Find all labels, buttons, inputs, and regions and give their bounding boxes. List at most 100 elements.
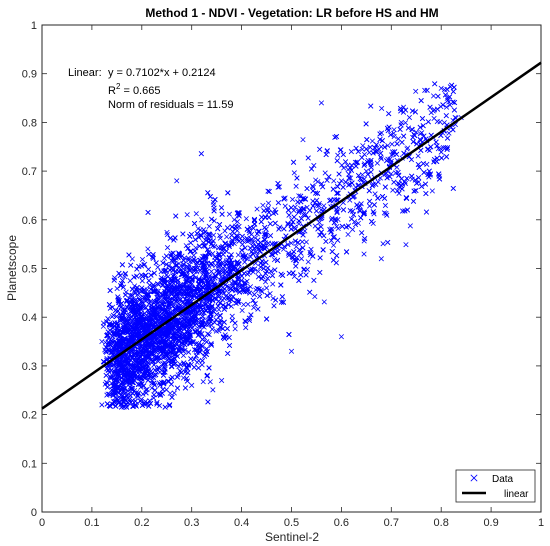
data-point (239, 307, 245, 314)
data-point (429, 188, 435, 194)
data-point (216, 328, 222, 334)
data-point (226, 254, 232, 260)
data-point (361, 151, 368, 157)
data-point (282, 203, 288, 209)
data-point (313, 177, 319, 183)
data-point (341, 165, 347, 171)
data-point (415, 153, 421, 159)
data-point (229, 313, 235, 319)
data-point (164, 229, 170, 236)
data-point (255, 268, 261, 275)
data-point (171, 272, 178, 278)
data-point (361, 251, 367, 257)
data-point (408, 157, 415, 163)
data-point (331, 178, 337, 184)
data-point (368, 169, 374, 175)
data-point (243, 325, 249, 331)
data-point (183, 243, 189, 249)
data-point (210, 387, 216, 393)
data-point (422, 87, 428, 93)
data-point (208, 268, 214, 275)
data-point (254, 206, 260, 212)
data-point (316, 219, 323, 226)
data-point (391, 133, 397, 140)
data-point (270, 281, 276, 287)
data-point (276, 184, 282, 190)
data-point (270, 295, 276, 301)
data-point (206, 223, 212, 229)
data-point (406, 114, 412, 121)
data-point (430, 93, 437, 99)
data-point (210, 199, 216, 205)
data-point (139, 278, 145, 284)
data-point (396, 190, 402, 196)
data-point (130, 370, 136, 376)
data-point (271, 257, 278, 263)
data-point (166, 263, 172, 269)
data-point (404, 146, 410, 152)
data-point (446, 130, 452, 136)
data-point (443, 104, 450, 110)
data-point (181, 283, 187, 289)
plot-area (41, 24, 542, 513)
data-point (256, 228, 262, 234)
data-point (378, 156, 384, 162)
data-point (154, 401, 160, 407)
data-point (114, 285, 120, 292)
data-point (312, 294, 318, 300)
data-point (409, 127, 415, 133)
data-point (308, 246, 314, 252)
data-point (247, 254, 254, 260)
data-point (355, 220, 361, 226)
data-point (407, 223, 413, 229)
data-point (228, 303, 234, 309)
data-point (195, 226, 201, 232)
data-point (413, 88, 419, 94)
data-point (149, 380, 155, 386)
data-point (400, 104, 407, 110)
data-point (243, 216, 249, 222)
data-point (321, 299, 327, 305)
data-point (235, 252, 241, 258)
data-point (234, 219, 241, 225)
data-point (245, 301, 251, 307)
data-point (122, 271, 128, 277)
data-point (372, 191, 378, 197)
chart-title: Method 1 - NDVI - Vegetation: LR before … (145, 6, 438, 20)
data-point (224, 234, 230, 240)
data-point (251, 305, 257, 311)
data-point (155, 264, 161, 270)
data-point (131, 283, 138, 289)
data-point (100, 323, 106, 329)
data-point (231, 217, 237, 223)
data-point (193, 211, 199, 217)
data-point (241, 288, 247, 294)
data-point (390, 187, 396, 193)
data-point (312, 200, 318, 206)
data-point (206, 332, 212, 338)
data-point (402, 120, 409, 126)
data-point (303, 239, 309, 245)
data-point (314, 197, 320, 203)
data-point (207, 379, 213, 385)
data-point (389, 141, 395, 147)
data-point (215, 303, 221, 309)
data-point (350, 226, 356, 233)
data-point (362, 161, 368, 167)
data-point (296, 193, 302, 199)
data-point (352, 222, 359, 228)
data-point (212, 319, 218, 326)
data-point (199, 322, 205, 328)
data-point (265, 188, 271, 194)
data-point (300, 137, 306, 143)
data-point (334, 208, 340, 214)
data-point (171, 390, 177, 396)
data-point (250, 269, 256, 275)
data-point (305, 259, 311, 265)
data-point (124, 297, 130, 303)
data-point (210, 251, 216, 257)
data-point (348, 175, 354, 181)
data-point (388, 171, 394, 177)
data-point (310, 198, 316, 204)
